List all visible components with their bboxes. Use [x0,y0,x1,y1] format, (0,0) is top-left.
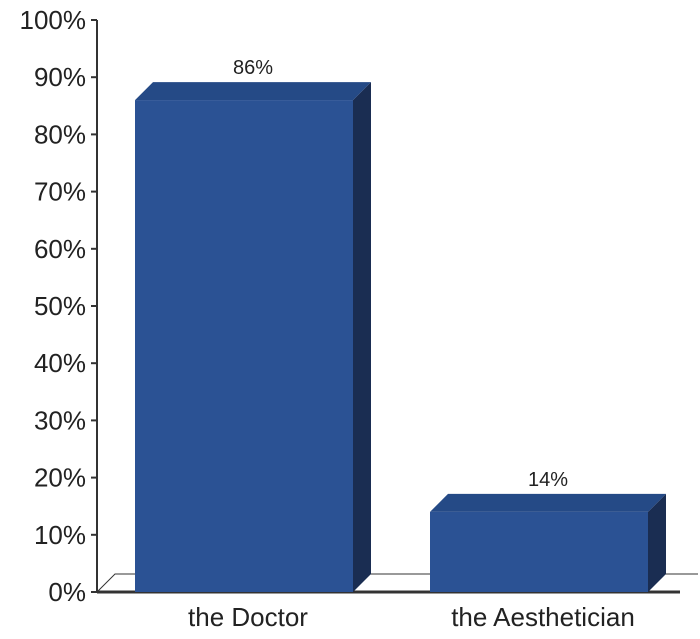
y-tick-label: 40% [34,348,86,378]
y-tick-label: 10% [34,520,86,550]
chart-bars [135,82,666,592]
data-label: 14% [528,469,568,491]
y-tick-label: 0% [48,577,86,607]
category-label: the Doctor [188,602,308,632]
bar-front [135,100,353,592]
chart-labels: 86% the Doctor 14% the Aesthetician [188,57,635,632]
bar-side [353,82,371,592]
category-label: the Aesthetician [451,602,635,632]
bar [430,493,666,592]
y-tick-label: 70% [34,177,86,207]
bar-top [135,82,371,101]
bar-front [430,511,648,592]
y-tick-label: 60% [34,234,86,264]
y-axis-ticks: 0% 10% 20% 30% 40% 50% 60% 70% 80% 90% 100% [20,5,97,607]
y-tick-label: 100% [20,5,87,35]
bar-side [648,493,666,592]
y-tick-label: 90% [34,62,86,92]
data-label: 86% [233,57,273,79]
y-tick-label: 50% [34,291,86,321]
y-tick-label: 20% [34,463,86,493]
y-tick-label: 80% [34,119,86,149]
bar-top [430,493,666,512]
bar [135,82,371,592]
y-tick-label: 30% [34,405,86,435]
